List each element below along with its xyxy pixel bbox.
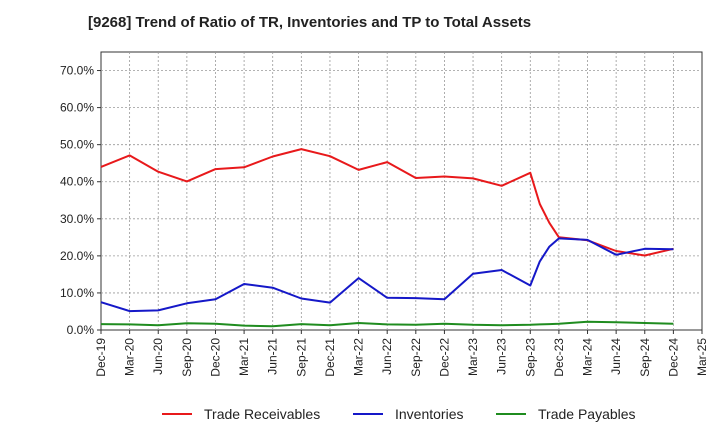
x-tick-label: Mar-21: [237, 338, 251, 376]
x-tick-label: Sep-20: [180, 338, 194, 377]
y-tick-label: 60.0%: [60, 101, 94, 115]
y-tick-label: 40.0%: [60, 175, 94, 189]
series-line-inventories: [100, 237, 674, 313]
x-tick-label: Mar-20: [123, 338, 137, 376]
x-tick-label: Jun-24: [609, 338, 623, 375]
x-tick-label: Dec-21: [323, 338, 337, 377]
x-tick-label: Sep-22: [409, 338, 423, 377]
x-tick-label: Jun-23: [495, 338, 509, 375]
grid-layer: [100, 51, 703, 331]
y-tick-label: 30.0%: [60, 212, 94, 226]
x-tick-label: Mar-25: [695, 338, 709, 376]
axis-layer: 0.0% 10.0% 20.0% 30.0% 40.0% 50.0% 60.0% 70.0% D…: [60, 64, 709, 377]
legend-label: Trade Receivables: [204, 406, 320, 422]
x-tick-label: Mar-24: [581, 338, 595, 376]
x-tick-label: Jun-21: [266, 338, 280, 375]
x-tick-label: Sep-23: [523, 338, 537, 377]
x-tick-label: Dec-22: [437, 338, 451, 377]
x-tick-label: Dec-20: [208, 338, 222, 377]
legend-label: Inventories: [395, 406, 463, 422]
chart-title: [9268] Trend of Ratio of TR, Inventories…: [88, 14, 532, 31]
x-tick-label: Sep-21: [294, 338, 308, 377]
plot-area: [100, 51, 703, 331]
x-tick-label: Sep-24: [638, 338, 652, 377]
legend-label: Trade Payables: [538, 406, 636, 422]
legend: Trade Receivables Inventories Trade Payabl…: [162, 406, 636, 422]
y-tick-label: 10.0%: [60, 286, 94, 300]
y-tick-label: 20.0%: [60, 249, 94, 263]
y-tick-label: 0.0%: [67, 323, 95, 337]
x-tick-label: Jun-20: [151, 338, 165, 375]
y-tick-label: 70.0%: [60, 64, 94, 78]
x-tick-label: Mar-23: [466, 338, 480, 376]
x-tick-label: Dec-24: [666, 338, 680, 377]
y-tick-label: 50.0%: [60, 138, 94, 152]
series-layer: [100, 148, 674, 328]
x-tick-label: Jun-22: [380, 338, 394, 375]
x-tick-label: Dec-23: [552, 338, 566, 377]
x-tick-label: Mar-22: [352, 338, 366, 376]
x-tick-label: Dec-19: [94, 338, 108, 377]
series-line-trade-payables: [100, 320, 674, 328]
